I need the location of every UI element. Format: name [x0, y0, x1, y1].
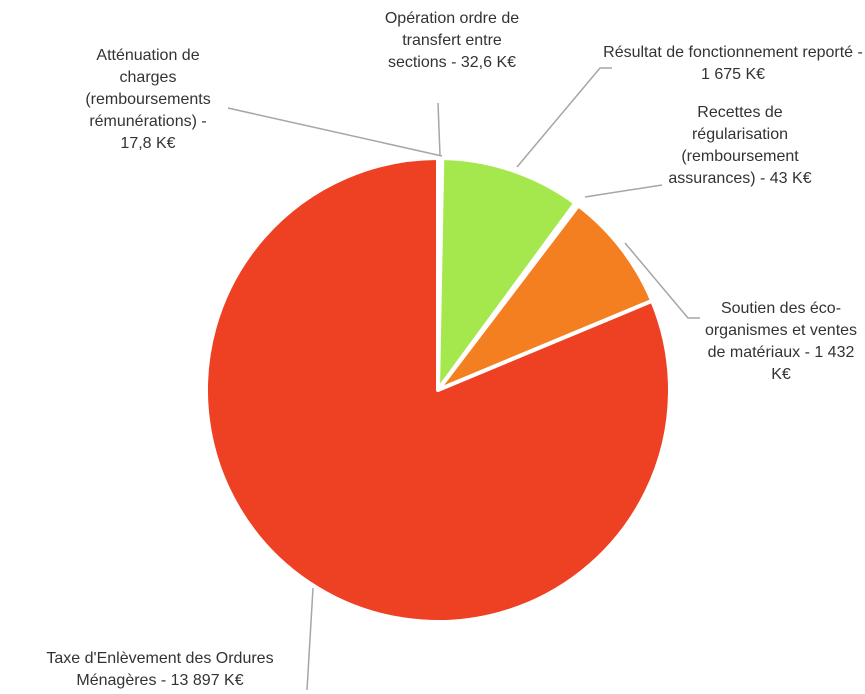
- pie-slice: [204, 156, 672, 624]
- slice-label: Recettes de régularisation (remboursemen…: [668, 104, 812, 187]
- leader-line: [516, 67, 612, 168]
- pie-slice: [436, 203, 655, 392]
- leader-line: [624, 242, 700, 319]
- slice-label: Résultat de fonctionnement reporté - 1 6…: [603, 44, 863, 83]
- leader-line: [227, 107, 443, 157]
- slice-label: Soutien des éco-organismes et ventes de …: [704, 300, 858, 383]
- pie-slice: [436, 156, 578, 392]
- slice-label: Opération ordre de transfert entre secti…: [384, 10, 520, 71]
- leader-line: [437, 102, 441, 156]
- slice-label: Taxe d'Enlèvement des Ordures Ménagères …: [46, 650, 274, 689]
- leader-line: [306, 587, 314, 691]
- slice-label: Atténuation de charges (remboursements r…: [85, 47, 211, 152]
- leader-line: [584, 184, 663, 198]
